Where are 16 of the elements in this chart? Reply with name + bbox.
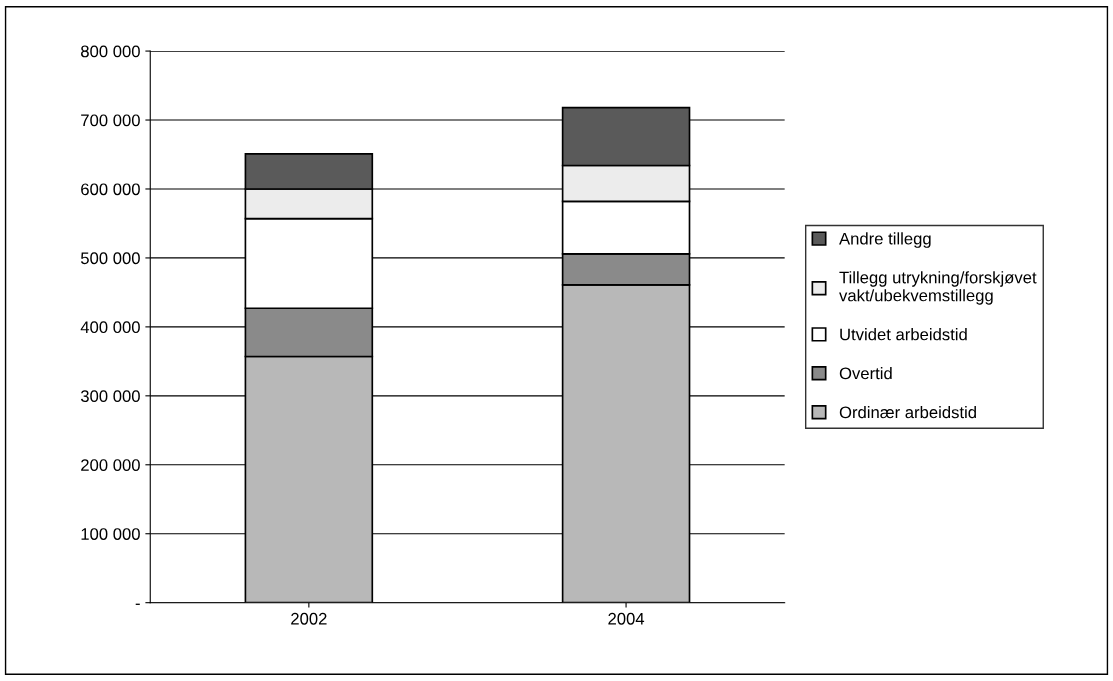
y-tick-label: 100 000 bbox=[81, 528, 140, 540]
y-tick-label: 400 000 bbox=[80, 321, 140, 334]
legend-label: Overtid bbox=[839, 367, 892, 380]
y-tick-label: 700 000 bbox=[81, 114, 140, 127]
y-tick-label: - bbox=[135, 603, 140, 605]
x-tick-label: 2002 bbox=[291, 612, 327, 625]
y-tick-label: 800 000 bbox=[81, 45, 140, 58]
legend-label: Andre tillegg bbox=[839, 232, 931, 248]
y-tick-label: 600 000 bbox=[81, 183, 140, 196]
legend-label: Ordinær arbeidstid bbox=[839, 406, 976, 419]
legend-label: Utvidet arbeidstid bbox=[840, 328, 967, 341]
y-tick-label: 500 000 bbox=[80, 252, 140, 265]
legend-label: Tillegg utrykning/forskjøvet vakt/ubekvemstillegg bbox=[839, 271, 1037, 305]
x-tick-label: 2004 bbox=[608, 612, 645, 625]
y-tick-label: 300 000 bbox=[80, 390, 140, 403]
y-tick-label: 200 000 bbox=[81, 459, 140, 471]
